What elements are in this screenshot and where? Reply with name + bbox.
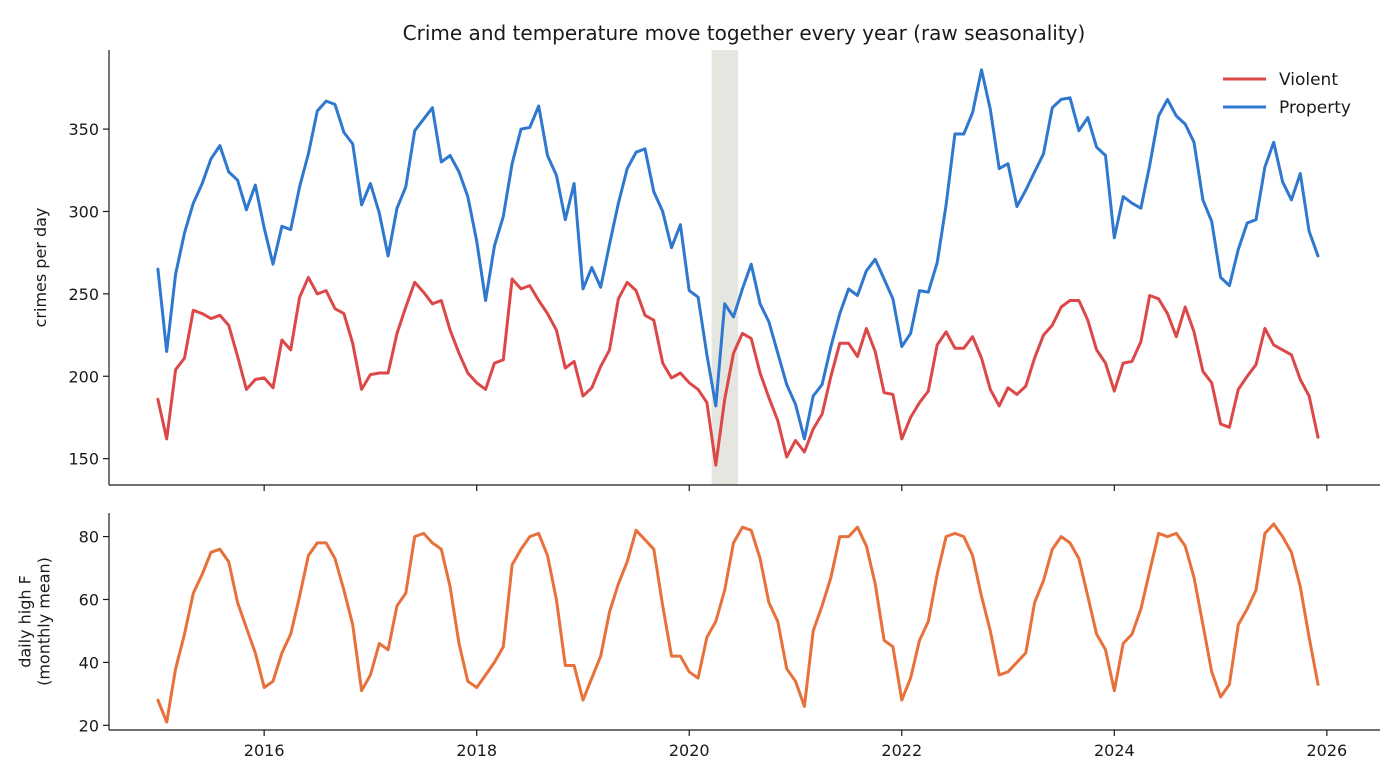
shaded-span [711, 50, 739, 485]
x-tick-label: 2020 [669, 741, 710, 760]
x-tick-label: 2018 [456, 741, 497, 760]
x-tick-label: 2026 [1307, 741, 1348, 760]
y-tick-label: 350 [68, 120, 99, 139]
series-line-violent [156, 275, 1320, 467]
legend-label-property: Property [1279, 98, 1351, 118]
y-tick-label: 40 [79, 653, 99, 672]
x-tick-label: 2022 [881, 741, 922, 760]
y-tick-label: 300 [68, 202, 99, 221]
chart-title: Crime and temperature move together ever… [403, 21, 1086, 45]
series-line-property [156, 68, 1320, 441]
y-tick-label: 80 [79, 528, 99, 547]
y-tick-label: 250 [68, 285, 99, 304]
crime-panel: 150 200 250 300 350 crimes per day Violent P… [31, 50, 1380, 491]
x-tick-label: 2024 [1094, 741, 1135, 760]
x-tick-label: 2016 [244, 741, 285, 760]
temperature-panel: 20 40 60 80 2016 2018 2020 2022 2024 2026 daily … [16, 513, 1380, 760]
series-line-temperature [156, 522, 1320, 724]
y-tick-label: 60 [79, 590, 99, 609]
legend-label-violent: Violent [1279, 70, 1338, 90]
y-tick-label: 150 [68, 450, 99, 469]
bottom-y-axis-label: daily high F(monthly mean) [16, 557, 54, 686]
y-tick-label: 20 [79, 716, 99, 735]
legend: Violent Property [1223, 70, 1351, 118]
top-y-axis-label: crimes per day [31, 208, 50, 328]
y-tick-label: 200 [68, 367, 99, 386]
